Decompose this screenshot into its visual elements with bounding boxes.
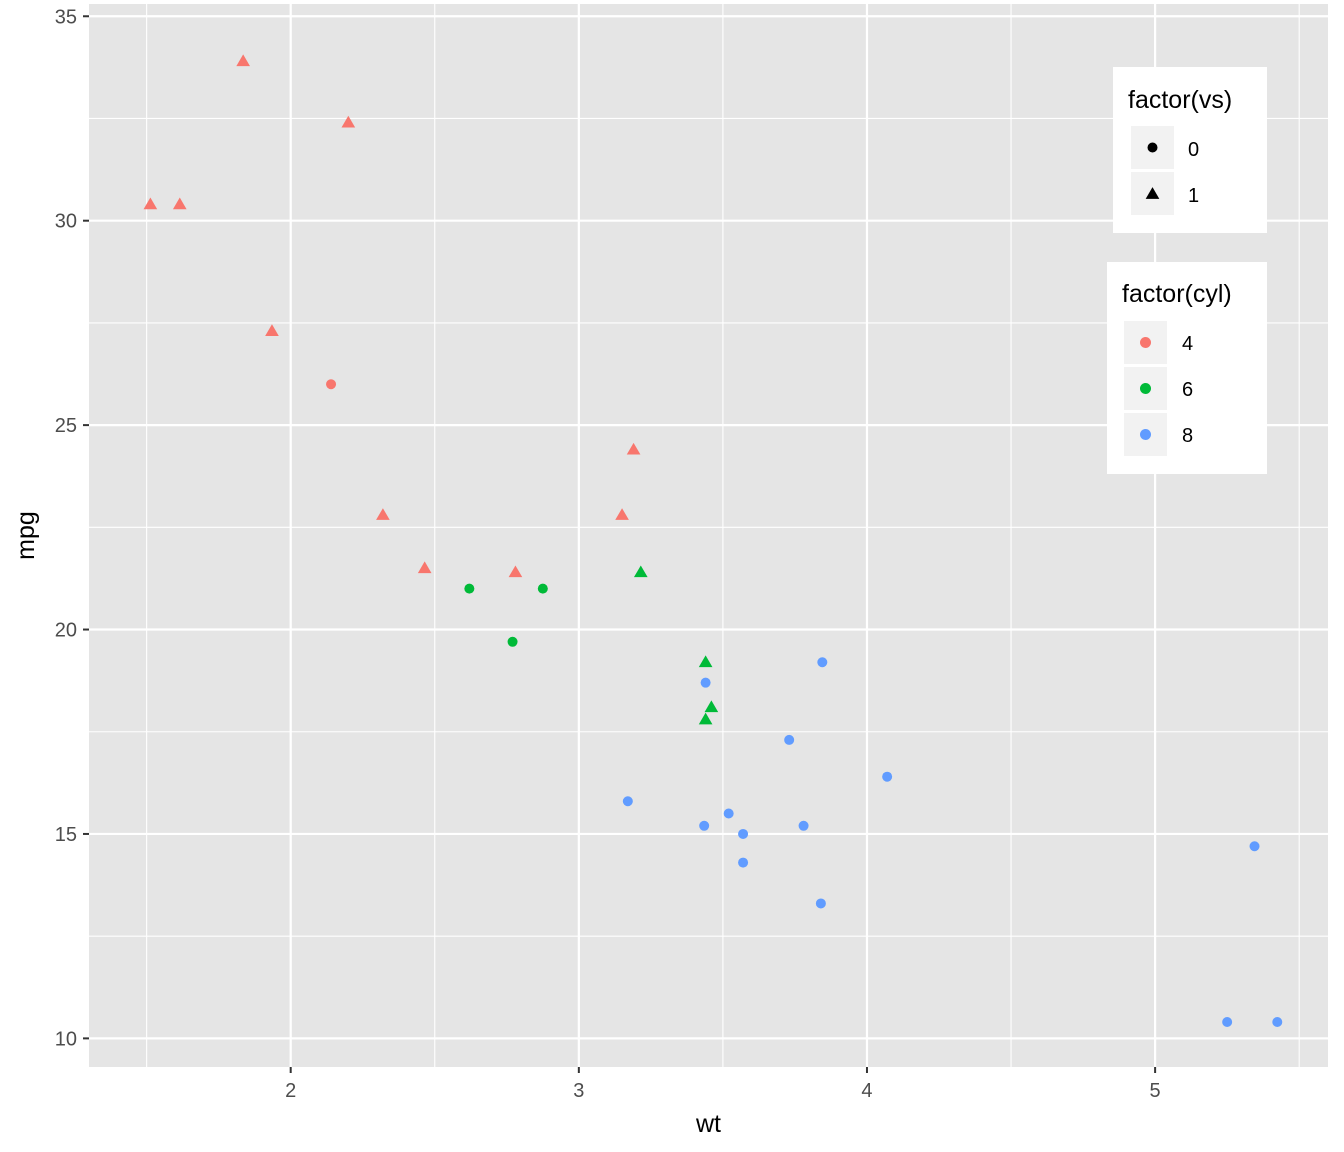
point-triangle: [236, 54, 250, 67]
legend-cyl-title: factor(cyl): [1122, 280, 1232, 308]
legend-cyl-label-2: 8: [1182, 425, 1193, 447]
legend-cyl-label-0: 4: [1182, 333, 1193, 355]
y-axis-title: mpg: [12, 511, 40, 560]
point-triangle: [172, 197, 187, 210]
point-circle: [700, 677, 711, 688]
point-circle: [1249, 841, 1260, 852]
point-triangle: [633, 565, 648, 578]
x-tick-label: 3: [573, 1080, 584, 1102]
point-circle: [464, 583, 475, 594]
x-tick-label: 2: [285, 1080, 296, 1102]
point-circle: [537, 583, 548, 594]
point-circle: [817, 657, 828, 668]
legend-vs-label-0: 0: [1188, 139, 1199, 161]
point-circle: [738, 857, 749, 868]
legend-cyl-swatch-2: [1140, 429, 1151, 440]
point-triangle: [417, 561, 432, 574]
point-circle: [882, 771, 893, 782]
x-tick-label: 5: [1150, 1080, 1161, 1102]
legend-circle-symbol: [1147, 142, 1158, 153]
x-axis-title: wt: [695, 1110, 721, 1138]
x-axis: 2 3 4 5: [285, 1067, 1161, 1102]
y-tick-label: 25: [55, 415, 77, 437]
point-circle: [699, 820, 710, 831]
y-tick-label: 35: [55, 6, 77, 28]
y-tick-label: 30: [55, 211, 77, 233]
point-circle: [738, 828, 749, 839]
x-tick-label: 4: [861, 1080, 872, 1102]
point-circle: [622, 796, 633, 807]
point-triangle: [341, 115, 356, 128]
legend-vs: factor(vs) 0 1: [1113, 67, 1267, 233]
y-tick-label: 20: [55, 620, 77, 642]
point-circle: [507, 636, 518, 647]
point-circle: [1272, 1017, 1283, 1028]
point-triangle: [698, 712, 713, 725]
point-triangle: [626, 442, 641, 455]
point-triangle: [376, 508, 390, 520]
point-triangle: [508, 565, 523, 578]
point-circle: [784, 734, 795, 745]
data-points: [143, 54, 1283, 1028]
y-axis: 10 15 20 25 30 35: [55, 6, 89, 1050]
legend-vs-label-1: 1: [1188, 185, 1199, 207]
legend-triangle-symbol: [1145, 187, 1160, 199]
y-tick-label: 15: [55, 824, 77, 846]
legend-cyl: factor(cyl) 4 6 8: [1107, 262, 1267, 474]
point-triangle: [698, 655, 713, 668]
legend-vs-title: factor(vs): [1128, 86, 1232, 114]
legend-cyl-swatch-1: [1140, 383, 1151, 394]
point-circle: [326, 379, 337, 390]
legend-cyl-swatch-0: [1140, 337, 1151, 348]
legend-cyl-label-1: 6: [1182, 379, 1193, 401]
point-circle: [815, 898, 826, 909]
point-triangle: [704, 700, 719, 713]
point-triangle: [265, 324, 279, 336]
point-circle: [798, 820, 809, 831]
point-circle: [723, 808, 734, 819]
point-circle: [1222, 1017, 1233, 1028]
point-triangle: [615, 508, 629, 520]
point-triangle: [143, 197, 158, 210]
y-tick-label: 10: [55, 1028, 77, 1050]
